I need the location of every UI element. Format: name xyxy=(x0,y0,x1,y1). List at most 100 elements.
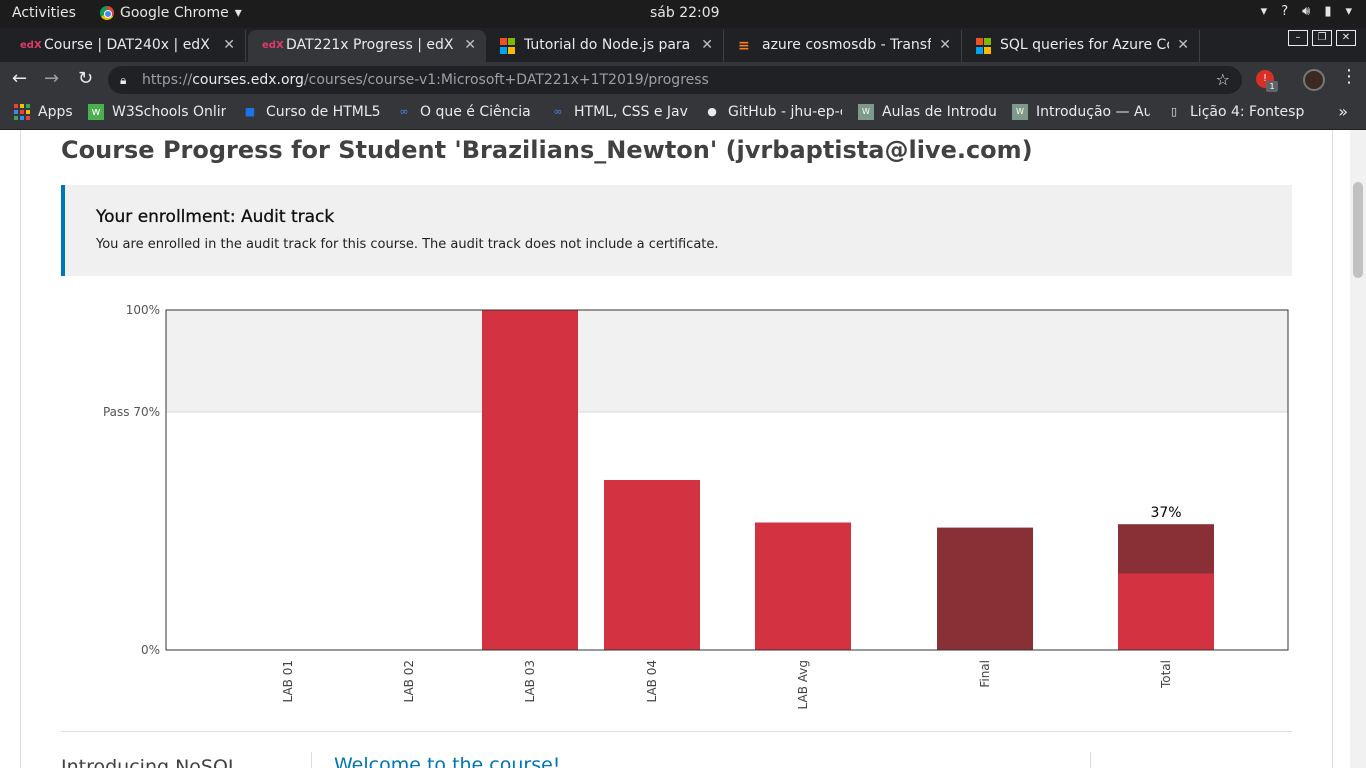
forward-icon[interactable]: → xyxy=(44,68,60,89)
y-tick-label: Pass 70% xyxy=(103,405,160,419)
address-bar[interactable]: 🔒︎ https://courses.edx.org/courses/cours… xyxy=(108,66,1242,94)
microsoft-icon xyxy=(976,38,992,54)
page-content: Course Progress for Student 'Brazilians_… xyxy=(0,130,1366,768)
bookmark-label: Apps xyxy=(38,104,73,120)
close-window-button[interactable]: ✕ xyxy=(1336,30,1356,46)
tab-label: Tutorial do Node.js para a xyxy=(524,37,693,53)
close-icon[interactable]: ✕ xyxy=(1177,37,1189,53)
activities-button[interactable]: Activities xyxy=(12,5,76,21)
system-status-area[interactable]: ▾ ? 🔊︎ ▮ ▾ xyxy=(1261,4,1352,19)
bookmark-curso-html5[interactable]: ■ Curso de HTML5 xyxy=(242,104,380,120)
volume-icon: 🔊︎ xyxy=(1302,4,1311,19)
enrollment-heading: Your enrollment: Audit track xyxy=(96,207,335,227)
bar-total-lab xyxy=(1118,573,1214,650)
x-tick-label: LAB 03 xyxy=(523,660,537,703)
window-controls: – ❐ ✕ xyxy=(1288,30,1356,46)
plot-border xyxy=(165,309,1289,651)
y-tick-label: 0% xyxy=(141,643,160,657)
x-tick-label: LAB 01 xyxy=(281,660,295,703)
page-scrollbar[interactable] xyxy=(1350,130,1366,768)
bookmark-w3schools[interactable]: w W3Schools Onlin xyxy=(88,104,226,120)
coursera-icon: ∞ xyxy=(553,105,563,118)
lock-icon[interactable]: 🔒︎ xyxy=(120,73,127,87)
bookmark-html-css-js[interactable]: ∞ HTML, CSS e Java xyxy=(550,104,688,120)
menu-icon[interactable]: ⋮ xyxy=(1340,66,1358,87)
more-bookmarks-icon[interactable]: » xyxy=(1338,102,1348,121)
tab-label: DAT221x Progress | edX xyxy=(286,37,454,53)
bar-lab-04 xyxy=(604,480,700,650)
bar-lab-avg xyxy=(755,522,851,650)
bar-lab-03 xyxy=(482,310,578,650)
scrollbar-thumb[interactable] xyxy=(1353,182,1363,278)
bookmark-ciencia[interactable]: ∞ O que é Ciência d xyxy=(396,104,534,120)
extension-badge: 1 xyxy=(1266,81,1278,92)
reload-icon[interactable]: ↻ xyxy=(78,68,94,89)
bookmark-label: Aulas de Introdu xyxy=(882,104,996,120)
bar-final xyxy=(937,527,1033,650)
edx-icon: edX xyxy=(262,40,284,51)
chevron-down-icon: ▾ xyxy=(234,5,242,21)
dropdown-arrow-icon[interactable]: ▾ xyxy=(1260,4,1268,19)
tab-course-dat240x[interactable]: edX Course | DAT240x | edX ✕ xyxy=(6,30,246,62)
close-icon[interactable]: ✕ xyxy=(701,37,713,53)
chapter-title: Introducing NoSQL xyxy=(61,756,239,768)
content-frame-left xyxy=(20,130,21,768)
profile-avatar[interactable] xyxy=(1303,69,1325,91)
minimize-button[interactable]: – xyxy=(1288,30,1308,46)
document-icon: ▯ xyxy=(1170,105,1178,118)
section-link-welcome[interactable]: Welcome to the course! xyxy=(334,754,561,768)
bookmark-label: HTML, CSS e Java xyxy=(574,104,688,120)
bookmark-licao4[interactable]: ▯ Lição 4: Fontesp xyxy=(1166,104,1308,120)
browser-toolbar: ← → ↻ 🔒︎ https://courses.edx.org/courses… xyxy=(0,62,1366,98)
bookmark-label: Curso de HTML5 xyxy=(266,104,380,120)
back-icon[interactable]: ← xyxy=(12,68,28,89)
app-menu[interactable]: Google Chrome ▾ xyxy=(100,5,242,21)
bar-total-label: 37% xyxy=(1150,505,1181,521)
chrome-icon xyxy=(100,6,114,20)
column-divider xyxy=(1090,752,1091,768)
tab-dat221x-progress[interactable]: edX DAT221x Progress | edX ✕ xyxy=(248,30,486,62)
stackoverflow-icon: ≡ xyxy=(738,38,750,54)
tab-label: azure cosmosdb - Transfo xyxy=(762,37,931,53)
tab-cosmosdb-stackoverflow[interactable]: ≡ azure cosmosdb - Transfo ✕ xyxy=(724,30,962,62)
pass-zone xyxy=(166,310,1288,412)
tab-sql-queries-azure[interactable]: SQL queries for Azure Co ✕ xyxy=(962,30,1200,62)
tab-label: Course | DAT240x | edX xyxy=(44,37,210,53)
section-divider xyxy=(61,731,1292,732)
page-title: Course Progress for Student 'Brazilians_… xyxy=(61,136,1033,164)
bookmark-label: GitHub - jhu-ep-c xyxy=(728,104,842,120)
bookmark-apps[interactable]: Apps xyxy=(14,104,84,120)
tab-nodejs-tutorial[interactable]: Tutorial do Node.js para a ✕ xyxy=(486,30,724,62)
close-icon[interactable]: ✕ xyxy=(939,37,951,53)
url-scheme: https:// xyxy=(142,72,193,88)
bookmark-introducao[interactable]: W Introdução — Au xyxy=(1012,104,1150,120)
maximize-button[interactable]: ❐ xyxy=(1312,30,1332,46)
battery-icon: ▮ xyxy=(1324,4,1332,19)
bookmark-github[interactable]: ● GitHub - jhu-ep-c xyxy=(704,104,842,120)
help-icon[interactable]: ? xyxy=(1281,4,1289,19)
bookmark-aulas[interactable]: W Aulas de Introdu xyxy=(858,104,996,120)
bookmark-label: Lição 4: Fontesp xyxy=(1190,104,1305,120)
coursera-icon: ∞ xyxy=(399,105,409,118)
clock[interactable]: sáb 22:09 xyxy=(650,5,720,21)
close-icon[interactable]: ✕ xyxy=(464,37,476,53)
bookmark-star-icon[interactable]: ☆ xyxy=(1215,70,1230,89)
tab-strip: edX Course | DAT240x | edX ✕ edX DAT221x… xyxy=(0,28,1366,82)
content-frame-right xyxy=(1332,130,1333,768)
x-tick-label: Final xyxy=(978,660,992,688)
tab-label: SQL queries for Azure Co xyxy=(1000,37,1169,53)
url-host: courses.edx.org xyxy=(192,72,304,88)
close-icon[interactable]: ✕ xyxy=(223,37,235,53)
x-tick-label: LAB 02 xyxy=(402,660,416,703)
x-tick-label: LAB 04 xyxy=(645,660,659,703)
x-tick-label: Total xyxy=(1159,660,1173,689)
chevron-down-icon: ▾ xyxy=(1345,4,1352,19)
bookmarks-bar: Apps w W3Schools Onlin ■ Curso de HTML5 … xyxy=(0,98,1366,130)
system-top-bar: Activities Google Chrome ▾ sáb 22:09 ▾ ?… xyxy=(0,0,1366,28)
w3c-icon: W xyxy=(858,104,874,120)
enrollment-text: You are enrolled in the audit track for … xyxy=(96,237,719,252)
microsoft-icon xyxy=(500,38,516,54)
bookmark-label: Introdução — Au xyxy=(1036,104,1150,120)
apps-grid-icon xyxy=(14,104,30,120)
w3c-icon: W xyxy=(1012,104,1028,120)
